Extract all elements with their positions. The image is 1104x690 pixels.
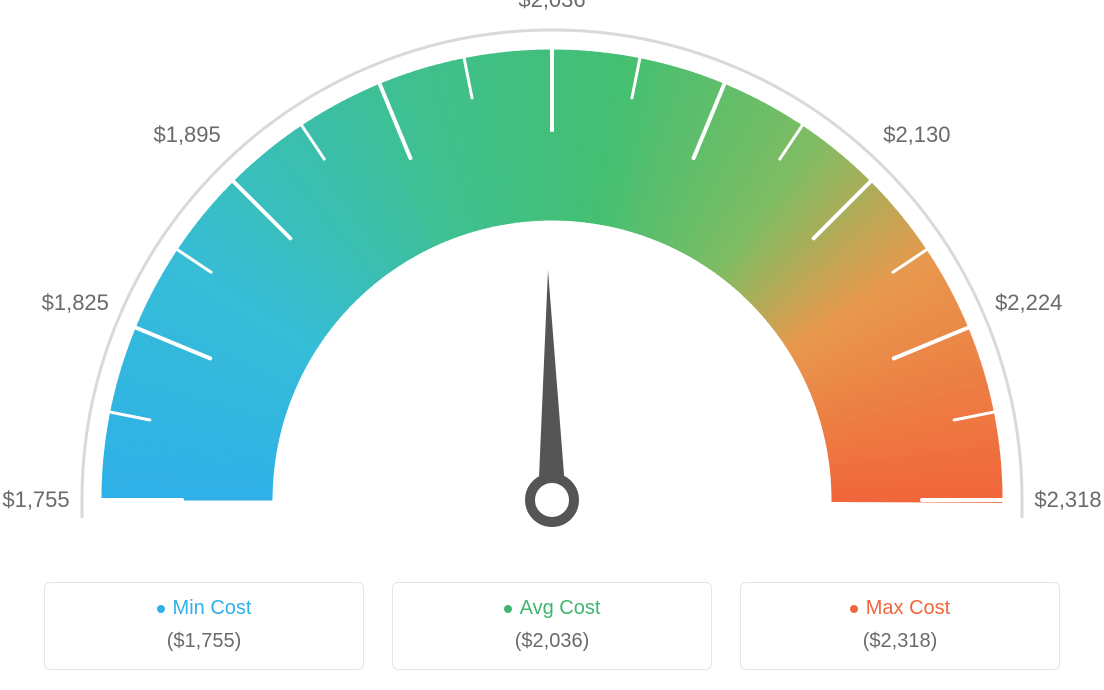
legend-value-avg: ($2,036) xyxy=(393,630,711,653)
gauge-area: $1,755 $1,825 $1,895 $2,036 $2,130 $2,224 $2,3… xyxy=(0,0,1104,560)
gauge-tick-label: $2,224 xyxy=(995,290,1062,316)
legend-title-min: Min Cost xyxy=(157,597,252,620)
legend-title-max-text: Max Cost xyxy=(866,597,950,620)
gauge-tick-label: $2,130 xyxy=(883,122,950,148)
legend-value-max: ($2,318) xyxy=(741,630,1059,653)
legend-dot-avg xyxy=(504,605,512,613)
legend-title-min-text: Min Cost xyxy=(173,597,252,620)
gauge-tick-label: $1,895 xyxy=(153,122,220,148)
legend-title-avg-text: Avg Cost xyxy=(520,597,601,620)
gauge-svg xyxy=(0,0,1104,560)
gauge-tick-label: $1,755 xyxy=(2,487,69,513)
legend-dot-min xyxy=(157,605,165,613)
gauge-tick-label: $2,318 xyxy=(1034,487,1101,513)
legend-card-min: Min Cost ($1,755) xyxy=(44,582,364,670)
cost-gauge-chart: $1,755 $1,825 $1,895 $2,036 $2,130 $2,224 $2,3… xyxy=(0,0,1104,690)
legend-dot-max xyxy=(850,605,858,613)
legend-row: Min Cost ($1,755) Avg Cost ($2,036) Max … xyxy=(0,582,1104,670)
legend-title-max: Max Cost xyxy=(850,597,950,620)
gauge-tick-label: $2,036 xyxy=(518,0,585,13)
legend-card-max: Max Cost ($2,318) xyxy=(740,582,1060,670)
gauge-tick-label: $1,825 xyxy=(42,290,109,316)
legend-card-avg: Avg Cost ($2,036) xyxy=(392,582,712,670)
legend-title-avg: Avg Cost xyxy=(504,597,601,620)
legend-value-min: ($1,755) xyxy=(45,630,363,653)
